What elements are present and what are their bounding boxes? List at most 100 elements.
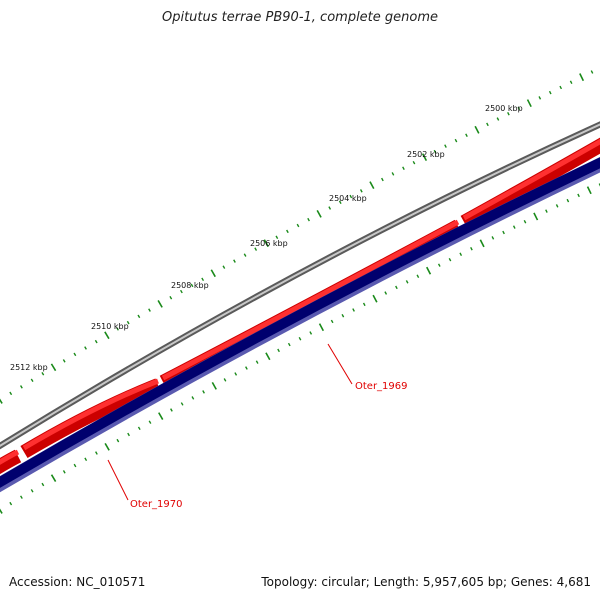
outer-tick-minor <box>286 229 289 234</box>
outer-tick-minor <box>538 96 542 100</box>
outer-tick-major <box>157 300 163 308</box>
inner-tick-minor <box>330 319 334 324</box>
outer-tick-minor <box>201 277 205 282</box>
inner-tick-minor <box>459 252 463 256</box>
outer-tick-minor <box>30 378 34 383</box>
outer-tick-minor <box>137 314 141 319</box>
outer-tick-minor <box>590 70 594 74</box>
outer-tick-minor <box>179 289 183 294</box>
outer-tick-minor <box>359 189 363 193</box>
outer-tick-minor <box>296 223 300 228</box>
inner-tick-minor <box>116 438 120 443</box>
outer-tick-major <box>210 269 216 278</box>
outer-tick-minor <box>569 80 573 85</box>
inner-tick-minor <box>470 247 473 251</box>
outer-tick-minor <box>126 320 130 325</box>
inner-tick-minor <box>191 396 195 400</box>
inner-tick-minor <box>416 274 420 279</box>
outer-tick-minor <box>349 194 353 199</box>
inner-tick-minor <box>352 308 355 312</box>
inner-tick-minor <box>9 501 13 506</box>
gene-callout-oter-1969: Oter_1969 <box>327 343 408 392</box>
inner-tick-minor <box>95 451 98 455</box>
inner-tick-minor <box>437 263 441 267</box>
outer-tick-major <box>369 181 375 190</box>
inner-tick-major <box>158 412 164 420</box>
outer-tick-minor <box>233 259 236 263</box>
inner-tick-minor <box>577 193 580 198</box>
inner-tick-major <box>479 239 485 248</box>
inner-tick-minor <box>84 457 88 462</box>
tick-labels: 2500 kbp 2502 kbp 2504 kbp 2506 kbp 2508 kbp… <box>10 104 523 372</box>
inner-tick-minor <box>309 331 313 335</box>
inner-tick-minor <box>234 372 238 376</box>
map-title: Opitutus terrae PB90-1, complete genome <box>161 10 439 25</box>
inner-tick-major <box>265 352 271 361</box>
inner-tick-minor <box>395 285 398 290</box>
tick-label: 2500 kbp <box>485 104 523 113</box>
inner-tick-minor <box>523 220 527 224</box>
inner-tick-minor <box>545 209 548 213</box>
inner-tick-major <box>50 474 57 482</box>
tick-label: 2508 kbp <box>171 281 209 290</box>
backbone-track <box>0 121 600 450</box>
gene-label-oter-1969[interactable]: Oter_1969 <box>355 381 408 392</box>
outer-tick-major <box>526 99 532 108</box>
backbone-track-highlight <box>0 123 600 448</box>
inner-tick-minor <box>512 225 516 229</box>
inner-tick-major <box>318 323 325 332</box>
gene-forward-2[interactable] <box>20 378 161 459</box>
outer-tick-major <box>50 363 57 372</box>
outer-tick-minor <box>402 166 405 171</box>
outer-tick-minor <box>465 133 468 137</box>
gene-label-oter-1970[interactable]: Oter_1970 <box>130 499 183 510</box>
inner-tick-minor <box>502 230 505 235</box>
outer-tick-minor <box>73 352 77 357</box>
inner-tick-minor <box>287 342 291 347</box>
outer-tick-minor <box>328 206 332 210</box>
outer-tick-major <box>474 125 480 134</box>
outer-tick-minor <box>517 106 521 111</box>
tick-label: 2502 kbp <box>407 150 445 159</box>
accession-label: Accession: NC_010571 <box>9 575 146 589</box>
outer-tick-minor <box>496 117 500 121</box>
outer-tick-minor <box>19 385 23 389</box>
inner-tick-major <box>586 186 592 195</box>
outer-tick-minor <box>548 90 552 95</box>
inner-tick-major <box>211 382 217 390</box>
tick-label: 2504 kbp <box>329 194 367 203</box>
inner-tick-major <box>426 266 432 275</box>
inner-tick-minor <box>255 360 259 364</box>
outer-tick-minor <box>222 265 226 269</box>
inner-tick-major <box>104 442 110 451</box>
outer-tick-minor <box>148 308 151 312</box>
outer-tick-minor <box>307 217 310 222</box>
outer-tick-minor <box>84 346 87 350</box>
inner-tick-minor <box>405 280 409 284</box>
gene-callout-oter-1970: Oter_1970 <box>107 459 183 510</box>
outer-tick-major <box>421 153 428 162</box>
gene-forward-4[interactable] <box>460 137 600 229</box>
outer-tick-minor <box>94 339 98 344</box>
outer-tick-minor <box>507 111 510 116</box>
inner-tick-minor <box>277 348 280 353</box>
inner-tick-minor <box>448 257 452 262</box>
gene-forward-1[interactable] <box>0 449 22 475</box>
inner-tick-minor <box>202 390 205 394</box>
forward-strand-genes <box>0 137 600 475</box>
inner-tick-minor <box>245 366 248 370</box>
inner-tick-minor <box>170 408 173 412</box>
inner-tick-minor <box>566 198 570 203</box>
outer-tick-minor <box>486 122 489 127</box>
inner-tick-minor <box>30 489 34 493</box>
outer-tick-minor <box>454 138 458 143</box>
inner-tick-minor <box>362 302 366 307</box>
inner-tick-major <box>533 212 539 221</box>
inner-tick-minor <box>555 204 559 208</box>
outer-tick-major <box>263 239 269 248</box>
inner-tick-minor <box>384 291 388 295</box>
inner-tick-minor <box>73 463 77 468</box>
inner-tick-major <box>372 294 378 303</box>
inner-tick-minor <box>127 432 130 437</box>
outer-tick-minor <box>433 149 437 154</box>
